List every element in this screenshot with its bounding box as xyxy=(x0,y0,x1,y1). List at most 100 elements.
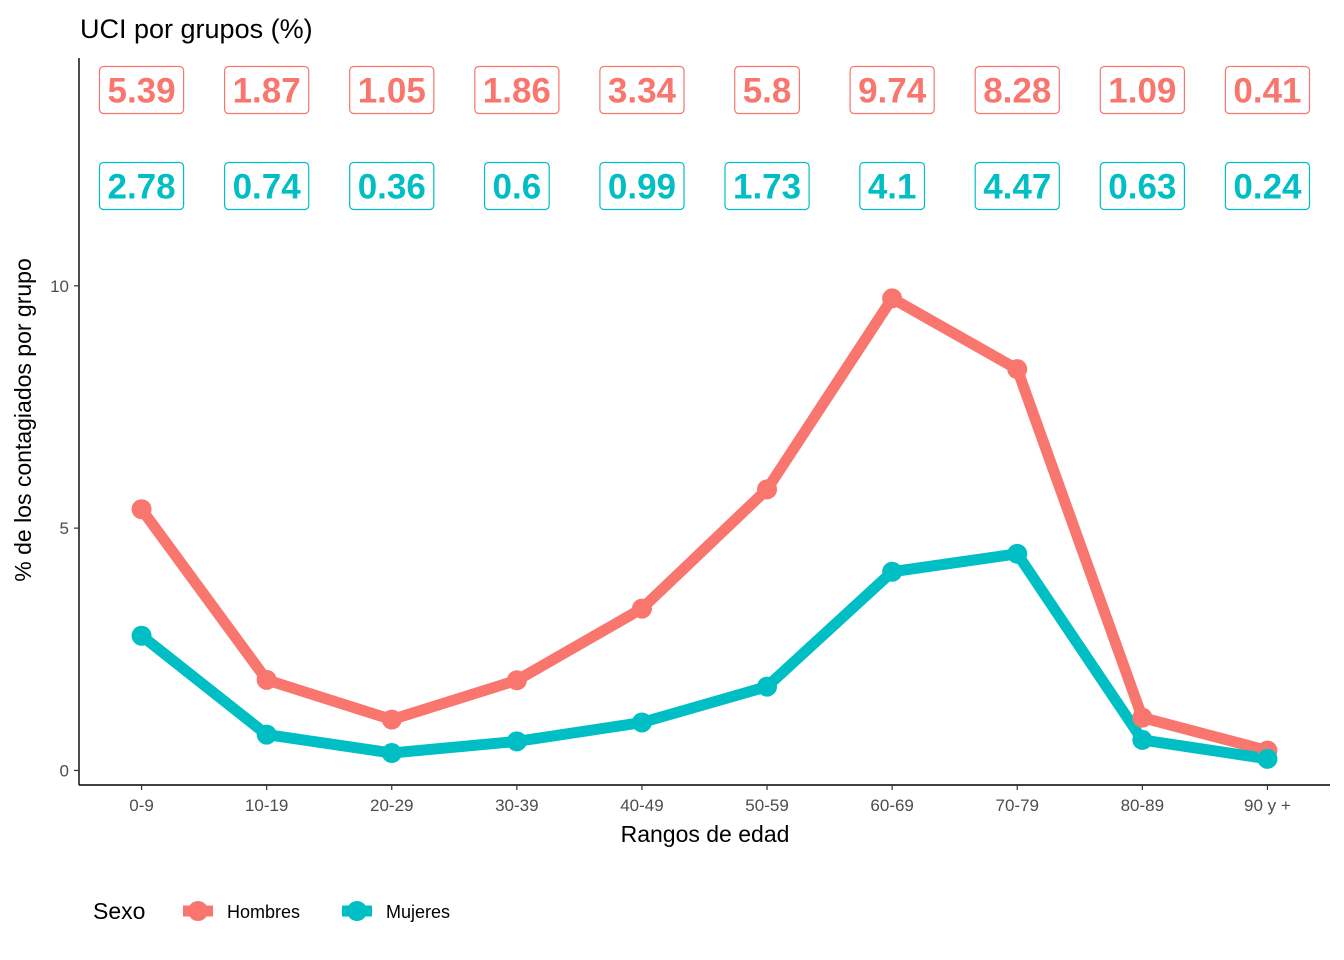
value-label-box xyxy=(1224,161,1311,211)
point-hombres xyxy=(882,288,903,309)
value-label-text: 8.28 xyxy=(983,72,1051,111)
legend-key-point xyxy=(347,901,367,921)
point-mujeres xyxy=(256,724,277,745)
plot-area: 0 5 10 0-9 10-19 20-29 30-39 40-49 50-59 60-69 70-… xyxy=(50,58,1330,815)
value-label-mujeres: 1.73 xyxy=(724,161,810,211)
series-line-mujeres xyxy=(138,548,1269,765)
x-tick-label: 70-79 xyxy=(996,796,1039,815)
value-label-box xyxy=(98,161,185,211)
value-label-text: 4.47 xyxy=(983,168,1051,207)
point-mujeres xyxy=(1257,748,1278,769)
value-label-box xyxy=(483,161,550,211)
value-label-box xyxy=(734,65,800,115)
value-label-text: 0.36 xyxy=(358,168,426,207)
point-hombres xyxy=(757,479,778,500)
value-label-hombres: 9.74 xyxy=(849,65,935,115)
legend-key-point xyxy=(188,901,208,921)
value-label-mujeres: 2.78 xyxy=(98,161,185,211)
legend-label-hombres: Hombres xyxy=(227,902,300,922)
x-tick-label: 80-89 xyxy=(1121,796,1164,815)
value-label-hombres: 5.8 xyxy=(734,65,800,115)
point-mujeres xyxy=(1007,543,1028,564)
value-label-text: 5.39 xyxy=(107,72,175,111)
value-label-text: 3.34 xyxy=(608,72,677,111)
value-label-text: 1.86 xyxy=(483,72,551,111)
y-tick-label: 0 xyxy=(60,761,69,780)
point-hombres xyxy=(1132,707,1153,728)
value-label-mujeres: 0.74 xyxy=(223,161,310,211)
value-label-box xyxy=(223,65,310,115)
point-hombres xyxy=(256,669,277,690)
value-label-box xyxy=(223,161,310,211)
x-tick-label: 60-69 xyxy=(870,796,913,815)
y-tick-label: 10 xyxy=(50,277,69,296)
value-label-text: 0.63 xyxy=(1108,168,1176,207)
value-label-hombres: 1.05 xyxy=(349,65,435,115)
value-label-text: 9.74 xyxy=(858,72,927,111)
x-tick-label: 20-29 xyxy=(370,796,413,815)
value-label-text: 1.09 xyxy=(1108,72,1176,111)
value-label-box xyxy=(349,65,435,115)
value-label-text: 1.73 xyxy=(733,168,801,207)
value-label-box xyxy=(349,161,435,211)
point-mujeres xyxy=(131,625,152,646)
value-label-box xyxy=(599,161,685,211)
point-mujeres xyxy=(381,743,402,764)
value-label-mujeres: 0.63 xyxy=(1099,161,1186,211)
value-label-text: 0.41 xyxy=(1233,72,1301,111)
value-label-text: 0.99 xyxy=(608,168,676,207)
chart-title: UCI por grupos (%) xyxy=(80,14,313,44)
point-hombres xyxy=(381,709,402,730)
value-label-text: 0.6 xyxy=(493,168,542,207)
y-tick-label: 5 xyxy=(60,519,69,538)
value-label-box xyxy=(974,161,1060,211)
value-label-box xyxy=(1099,161,1186,211)
y-axis-title: % de los contagiados por grupo xyxy=(10,258,36,582)
value-label-mujeres: 0.99 xyxy=(599,161,685,211)
value-label-box xyxy=(974,65,1060,115)
value-label-mujeres: 4.1 xyxy=(859,161,926,211)
point-hombres xyxy=(506,670,527,691)
point-hombres xyxy=(131,499,152,520)
point-mujeres xyxy=(1132,729,1153,750)
value-label-mujeres: 0.24 xyxy=(1224,161,1311,211)
point-mujeres xyxy=(506,731,527,752)
point-mujeres xyxy=(631,712,652,733)
value-label-text: 1.05 xyxy=(358,72,426,111)
x-tick-label: 50-59 xyxy=(745,796,788,815)
value-label-box xyxy=(98,65,185,115)
legend-label-mujeres: Mujeres xyxy=(386,902,450,922)
x-tick-label: 30-39 xyxy=(495,796,538,815)
value-label-mujeres: 4.47 xyxy=(974,161,1060,211)
value-label-box xyxy=(1224,65,1311,115)
x-tick-label: 0-9 xyxy=(129,796,154,815)
x-tick-label: 90 y + xyxy=(1244,796,1291,815)
value-label-hombres: 0.41 xyxy=(1224,65,1311,115)
value-label-text: 4.1 xyxy=(868,168,917,207)
value-label-box xyxy=(1099,65,1186,115)
point-mujeres xyxy=(757,676,778,697)
value-label-box xyxy=(724,161,810,211)
value-label-box xyxy=(849,65,935,115)
legend: Sexo Hombres Mujeres xyxy=(93,898,450,924)
point-hombres xyxy=(1007,359,1028,380)
value-label-box xyxy=(859,161,926,211)
x-tick-label: 40-49 xyxy=(620,796,663,815)
x-tick-label: 10-19 xyxy=(245,796,288,815)
legend-title: Sexo xyxy=(93,898,145,924)
value-label-hombres: 8.28 xyxy=(974,65,1060,115)
value-label-text: 2.78 xyxy=(107,168,175,207)
x-axis-title: Rangos de edad xyxy=(621,821,790,847)
value-label-hombres: 1.09 xyxy=(1099,65,1186,115)
point-mujeres xyxy=(882,561,903,582)
value-label-text: 1.87 xyxy=(233,72,301,111)
value-label-hombres: 5.39 xyxy=(98,65,185,115)
value-label-box xyxy=(474,65,560,115)
value-label-hombres: 1.86 xyxy=(474,65,560,115)
series-line-hombres xyxy=(137,292,1269,756)
value-label-mujeres: 0.6 xyxy=(483,161,550,211)
value-label-box xyxy=(599,65,685,115)
value-label-text: 5.8 xyxy=(743,72,792,111)
value-label-text: 0.24 xyxy=(1233,168,1302,207)
